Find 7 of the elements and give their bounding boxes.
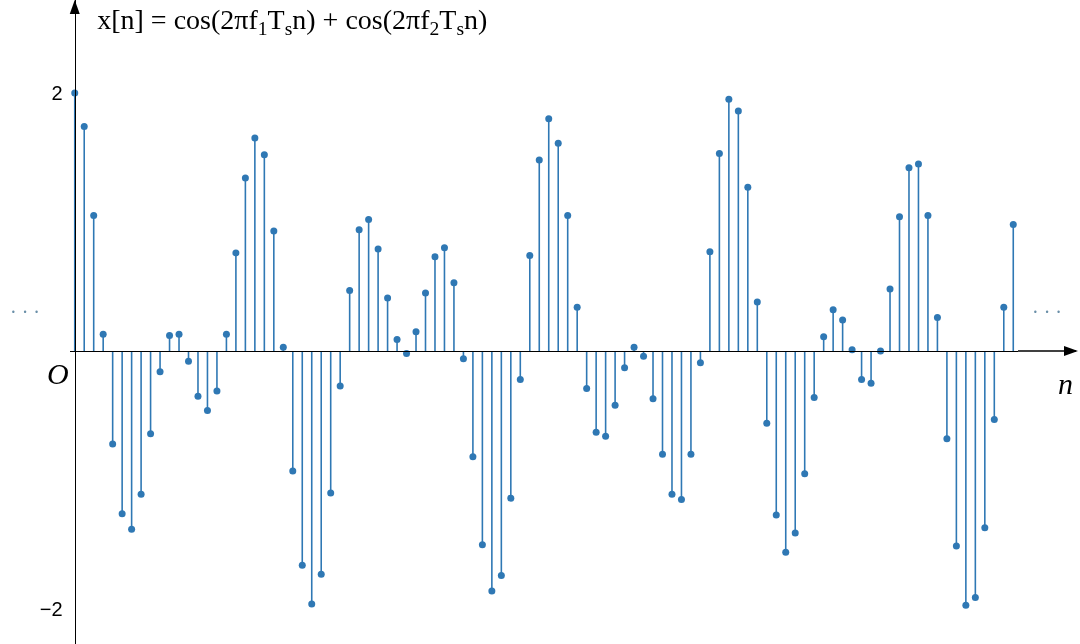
x-axis-title: n: [1058, 367, 1073, 400]
text: · · ·: [10, 301, 40, 323]
chart-title: x[n] = cos(2πf$_{1}$T$_{s}$n) + cos(2πf$_{2}$T$_{s}$n): [97, 4, 488, 40]
text: O: [47, 357, 69, 390]
y-tick-label: 2: [51, 81, 63, 104]
y-tick-label: −2: [39, 598, 63, 621]
text: · · ·: [1032, 301, 1062, 323]
